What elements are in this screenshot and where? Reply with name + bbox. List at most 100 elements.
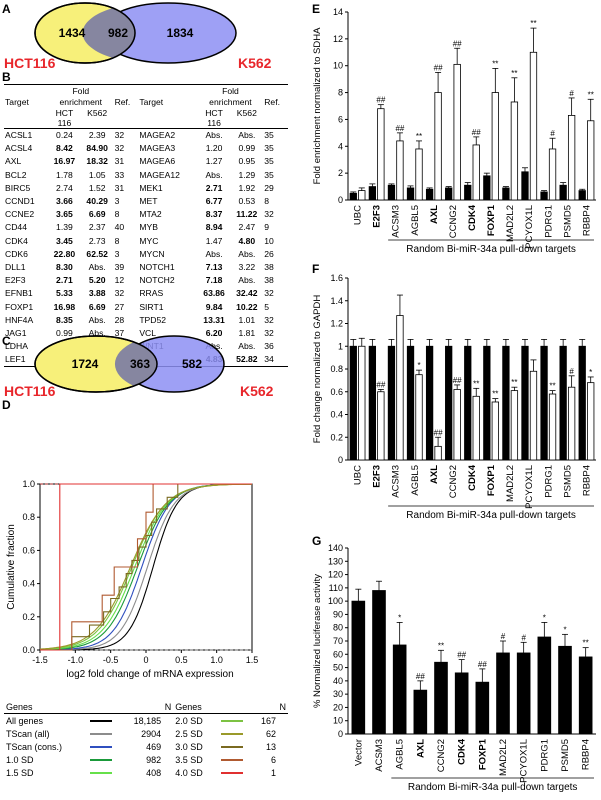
k562-value: 1.52	[88, 182, 106, 193]
significance-marker: ##	[376, 380, 385, 389]
legend-swatch	[84, 727, 118, 740]
target-cell: LDHA	[5, 341, 28, 352]
ref-cell: 36	[264, 341, 274, 352]
y-tick-label: 10	[333, 61, 343, 71]
bar	[521, 345, 529, 461]
significance-marker: *	[543, 613, 546, 622]
y-tick-label: 40	[333, 676, 343, 686]
legend-swatch	[215, 714, 249, 728]
bar	[349, 192, 357, 201]
legend-row: TScan (cons.) 469 3.0 SD 13	[4, 740, 288, 753]
table-row: BCL2 1.78 1.05 33 MAGEA12 Abs. 1.29 35	[4, 169, 288, 182]
x-tick-label: 0	[143, 655, 148, 665]
hct116-value: 0.24	[56, 130, 73, 141]
table-row: CDK6 22.80 62.52 3 MYCN Abs. Abs. 26	[4, 248, 288, 261]
category-label: E2F3	[372, 465, 383, 488]
header-hct-116: 116	[48, 118, 81, 129]
ref-cell: 35	[264, 143, 274, 154]
target-cell: AXL	[5, 156, 22, 167]
hct116-value: 3.66	[56, 196, 73, 207]
hct116-value: Abs.	[205, 341, 223, 352]
hct116-value: 1.20	[205, 143, 223, 154]
ref-cell: 26	[264, 248, 274, 259]
group-label: Random Bi-miR-34a pull-down targets	[406, 244, 576, 255]
y-tick-label: 20	[333, 702, 343, 712]
panel-label-c: C	[2, 334, 11, 348]
legend-count: 1	[270, 767, 276, 778]
k562-value: 1.81	[238, 327, 256, 338]
category-label: AXL	[429, 465, 440, 484]
target-cell: MAGEA2	[139, 130, 176, 141]
panel-label-d: D	[2, 398, 11, 412]
ref-cell: 35	[264, 156, 274, 167]
k562-value: 1.01	[238, 314, 256, 325]
hct116-value: 1.78	[56, 169, 73, 180]
target-cell: CDK6	[5, 248, 28, 259]
table-row: JAG1 0.99 Abs. 37 VCL 6.20 1.81 32	[4, 327, 288, 340]
y-tick-label: 0.8	[22, 512, 35, 522]
significance-marker: **	[438, 641, 444, 650]
target-cell: VCL	[139, 327, 157, 338]
target-cell: TPD52	[139, 314, 167, 325]
x-tick-label: 1.0	[210, 655, 223, 665]
bar	[372, 590, 386, 735]
k562-value: 5.20	[88, 275, 106, 286]
bar	[396, 315, 404, 461]
venn-c-left-count: 1724	[72, 357, 99, 371]
ref-cell: 32	[264, 288, 274, 299]
category-label: ACSM3	[391, 205, 402, 238]
k562-value: 18.32	[86, 156, 108, 167]
hct116-value: Abs.	[205, 130, 223, 141]
hct116-value: 0.99	[56, 327, 73, 338]
legend-line-swatch	[89, 719, 112, 722]
significance-marker: #	[569, 367, 574, 376]
bar	[434, 92, 442, 201]
hct116-value: 1.27	[205, 156, 223, 167]
target-cell: EFNB1	[5, 288, 33, 299]
y-tick-label: 0	[338, 455, 343, 465]
legend-gene-set: 2.5 SD	[175, 728, 203, 739]
bar	[559, 345, 567, 461]
legend-count: 982	[146, 754, 162, 765]
venn-a-left-label: HCT116	[4, 55, 56, 71]
legend-line-swatch	[89, 771, 112, 774]
y-tick-label: 80	[333, 623, 343, 633]
legend-gene-set: TScan (all)	[6, 728, 50, 739]
header-hct-2: HCT	[205, 107, 223, 118]
table-row: HNF4A 8.35 Abs. 28 TPD52 13.31 1.01 32	[4, 314, 288, 327]
target-cell: NOTCH2	[139, 275, 175, 286]
category-label: PCYOX1L	[524, 465, 535, 509]
legend-line-swatch	[221, 758, 244, 761]
ref-cell: 12	[114, 275, 125, 286]
y-axis-label: % Normalized luciferase activity	[312, 574, 323, 708]
header-ref: Ref.	[114, 96, 131, 107]
cumulative-fraction-chart: 0.0 0.2 0.4 0.6 0.8 1.0 -1.5 -1.0 -0.5 0 0.5 1.0 1.5…	[6, 479, 258, 680]
ref-cell: 27	[114, 301, 125, 312]
hct116-value: Abs.	[205, 169, 223, 180]
significance-marker: ##	[416, 672, 425, 681]
bar	[548, 148, 557, 201]
table-row: AXL 16.97 18.32 31 MAGEA6 1.27 0.95 35	[4, 155, 288, 168]
category-label: Vector	[353, 739, 364, 766]
hct116-value: 7.13	[205, 261, 223, 272]
bar	[529, 370, 538, 461]
k562-value: 2.47	[238, 222, 256, 233]
header-fold: Fold	[48, 84, 114, 96]
y-tick-label: 0.4	[22, 579, 35, 589]
legend-swatch	[84, 766, 118, 779]
bar	[358, 190, 366, 201]
category-label: UBC	[353, 465, 364, 485]
venn-c-overlap	[114, 342, 158, 386]
y-tick-label: 50	[333, 663, 343, 673]
table-row: FOXP1 16.98 6.69 27 SIRT1 9.84 10.22 5	[4, 300, 288, 313]
hct116-value: 2.71	[205, 182, 223, 193]
group-label: Random Bi-miR-34a pull-down targets	[406, 510, 576, 521]
k562-value: 40.29	[86, 196, 108, 207]
category-label: PCYOX1L	[524, 205, 535, 249]
significance-marker: **	[492, 59, 498, 68]
bar	[434, 661, 448, 735]
hct116-value: 6.77	[205, 196, 223, 207]
target-cell: MAGEA6	[139, 156, 176, 167]
legend-swatch	[215, 753, 249, 766]
target-cell: MAGEA3	[139, 143, 176, 154]
